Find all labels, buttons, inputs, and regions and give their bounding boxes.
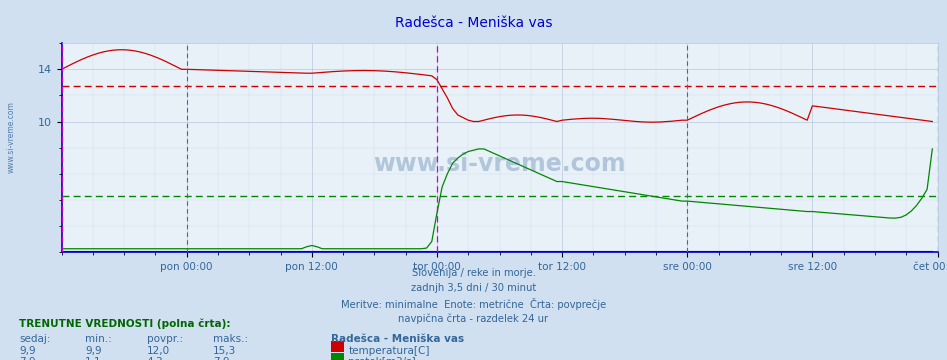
Text: Radešca - Meniška vas: Radešca - Meniška vas <box>395 16 552 30</box>
Text: zadnjh 3,5 dni / 30 minut: zadnjh 3,5 dni / 30 minut <box>411 283 536 293</box>
Text: 7,9: 7,9 <box>19 357 36 360</box>
Text: temperatura[C]: temperatura[C] <box>348 346 430 356</box>
Text: povpr.:: povpr.: <box>147 334 183 344</box>
Text: www.si-vreme.com: www.si-vreme.com <box>7 101 16 173</box>
Text: 7,9: 7,9 <box>213 357 230 360</box>
Text: Slovenija / reke in morje.: Slovenija / reke in morje. <box>412 268 535 278</box>
Text: www.si-vreme.com: www.si-vreme.com <box>373 152 626 176</box>
Text: TRENUTNE VREDNOSTI (polna črta):: TRENUTNE VREDNOSTI (polna črta): <box>19 319 230 329</box>
Text: maks.:: maks.: <box>213 334 248 344</box>
Text: navpična črta - razdelek 24 ur: navpična črta - razdelek 24 ur <box>399 314 548 324</box>
Text: 4,3: 4,3 <box>147 357 164 360</box>
Text: 1,1: 1,1 <box>85 357 102 360</box>
Text: min.:: min.: <box>85 334 112 344</box>
Text: sedaj:: sedaj: <box>19 334 50 344</box>
Text: Radešca - Meniška vas: Radešca - Meniška vas <box>331 334 465 344</box>
Text: Meritve: minimalne  Enote: metrične  Črta: povprečje: Meritve: minimalne Enote: metrične Črta:… <box>341 298 606 310</box>
Text: 9,9: 9,9 <box>19 346 36 356</box>
Text: 15,3: 15,3 <box>213 346 237 356</box>
Text: pretok[m3/s]: pretok[m3/s] <box>348 357 417 360</box>
Text: 12,0: 12,0 <box>147 346 170 356</box>
Text: 9,9: 9,9 <box>85 346 102 356</box>
